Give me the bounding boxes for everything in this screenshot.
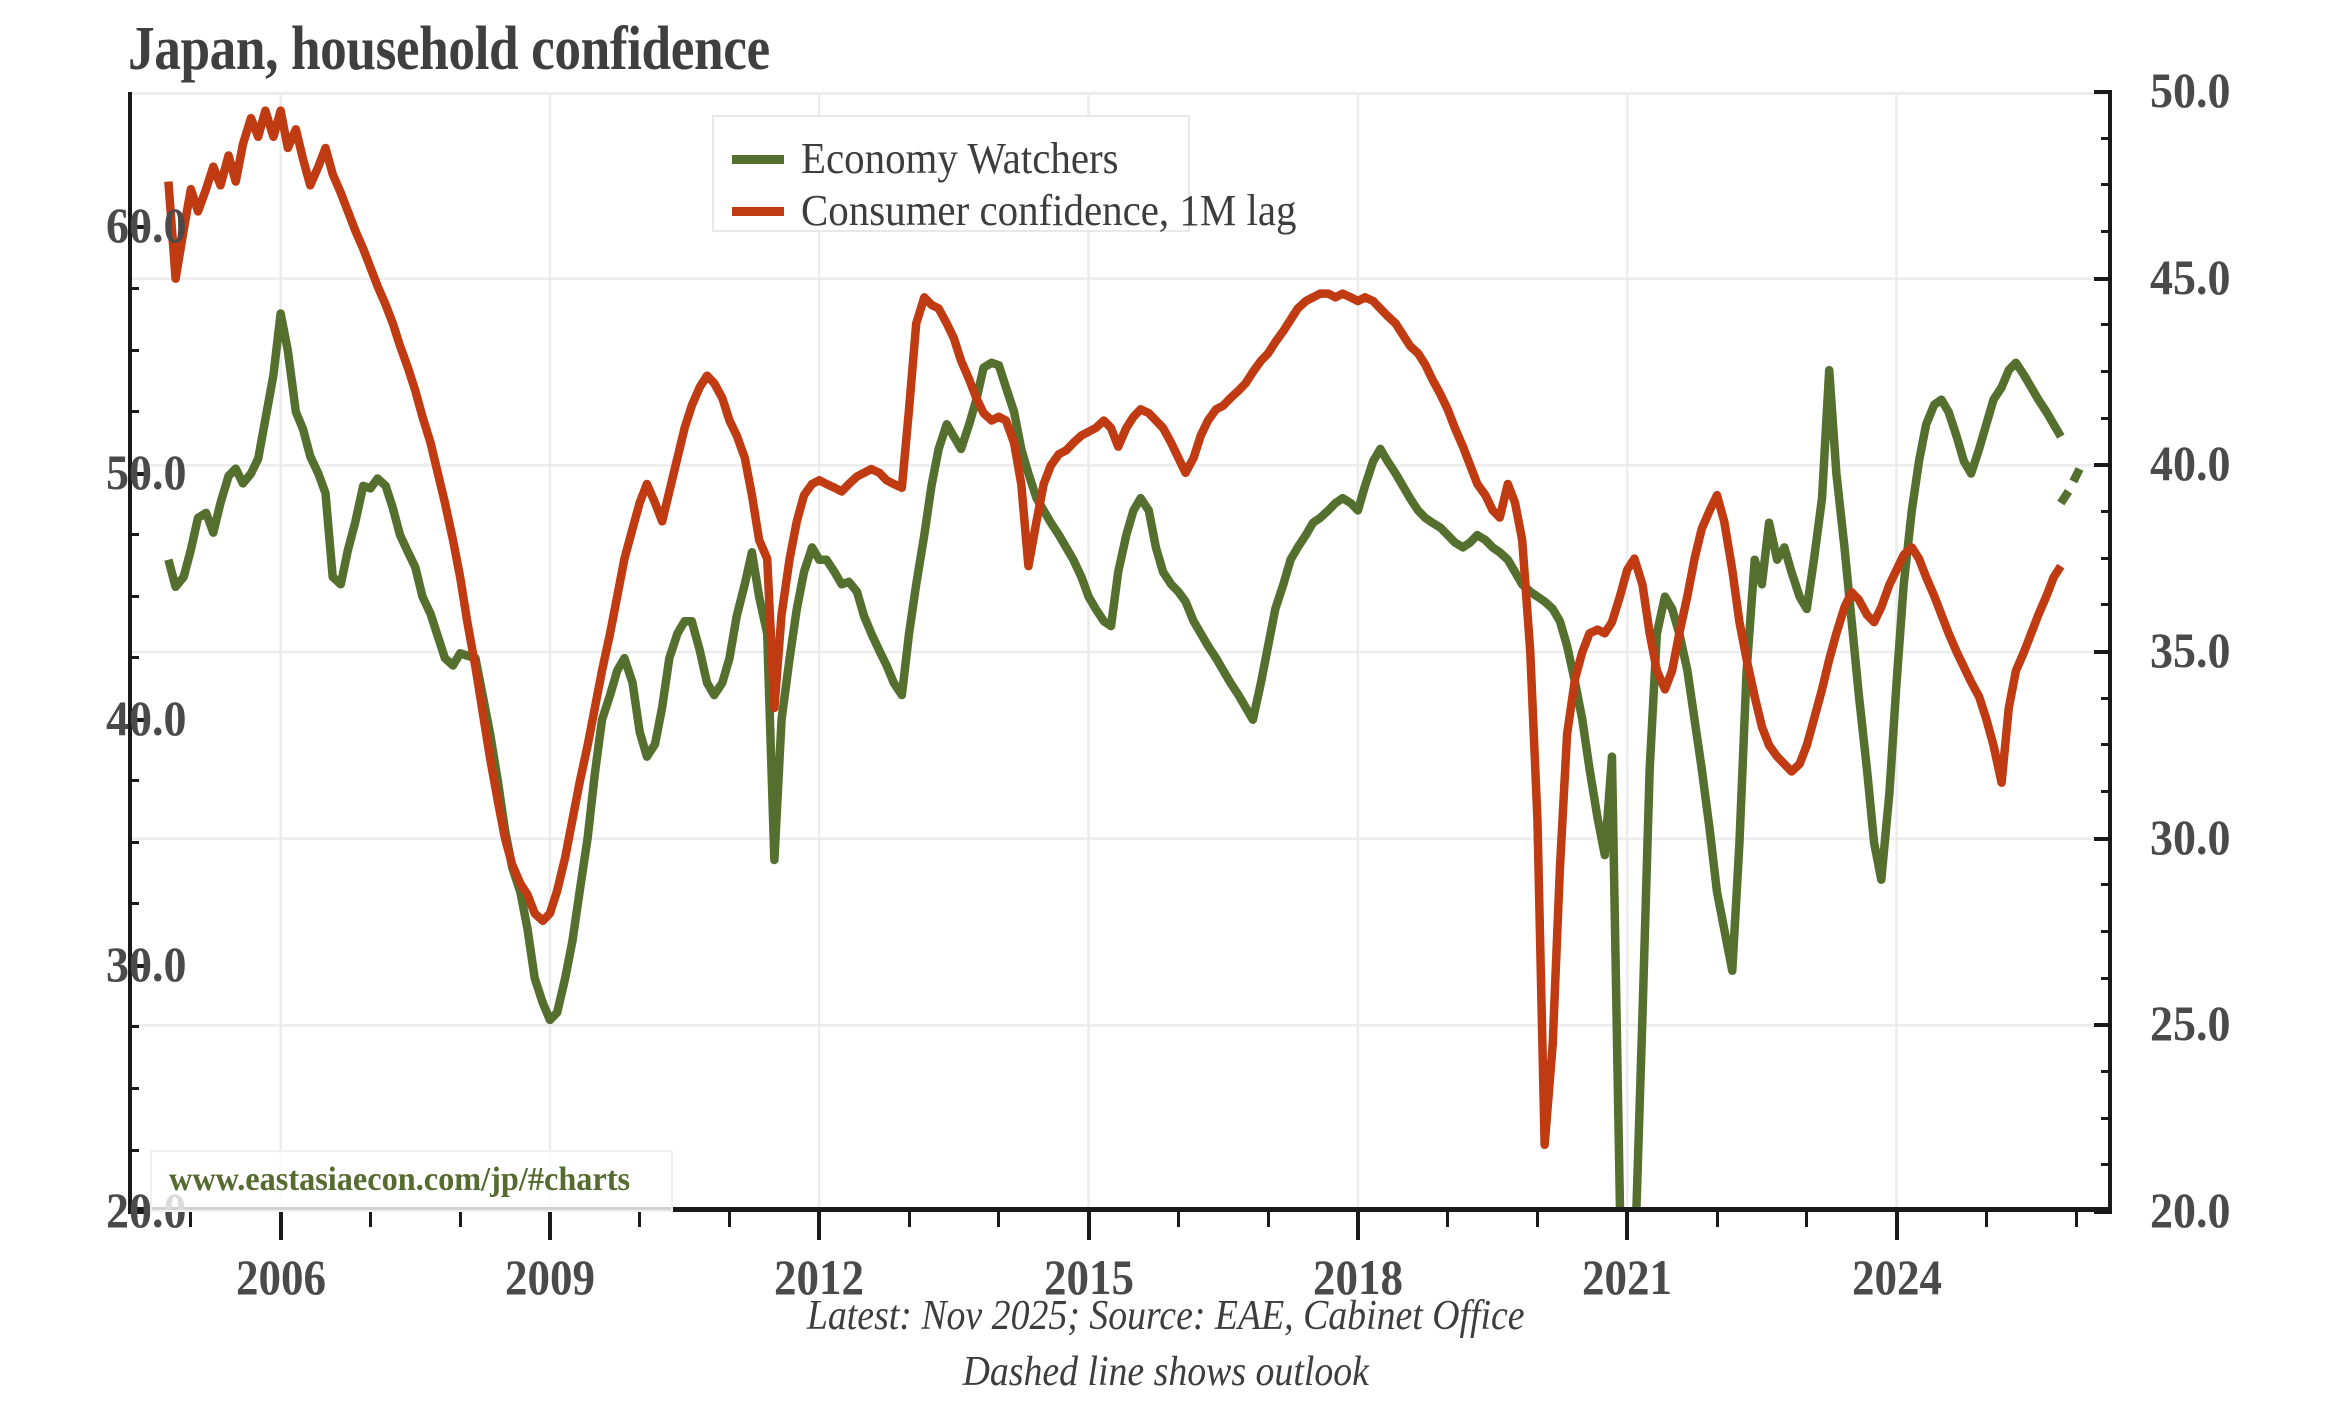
y-axis-left-tick-label: 60.0 [105, 197, 187, 254]
footer-source-line: Latest: Nov 2025; Source: EAE, Cabinet O… [0, 1292, 2332, 1340]
legend-swatch-economy-watchers [732, 154, 784, 164]
y-axis-right-tick-label: 45.0 [2150, 248, 2231, 305]
y-axis-right-tick-label: 50.0 [2150, 62, 2231, 118]
x-axis-tick-label: 2006 [235, 1249, 326, 1305]
legend-item-consumer-confidence[interactable]: Consumer confidence, 1M lag [732, 185, 1296, 237]
y-axis-right-tick-label: 40.0 [2150, 435, 2231, 492]
gridlines [128, 92, 2112, 1212]
y-axis-right-tick-label: 30.0 [2150, 808, 2231, 865]
page-title: Japan, household confidence [128, 15, 770, 83]
legend-item-economy-watchers[interactable]: Economy Watchers [732, 133, 1170, 185]
legend-label-consumer-confidence: Consumer confidence, 1M lag [801, 186, 1297, 235]
plot-inner [128, 92, 2112, 1212]
watermark-box: www.eastasiaecon.com/jp/#charts [150, 1150, 674, 1212]
plot-area [128, 90, 2112, 1240]
y-axis-left-tick-label: 40.0 [105, 689, 187, 746]
x-axis-tick-label: 2012 [774, 1249, 865, 1305]
legend-swatch-consumer-confidence [732, 206, 784, 216]
footer-source-text: Latest: Nov 2025; Source: EAE, Cabinet O… [807, 1293, 1525, 1339]
watermark-url: www.eastasiaecon.com/jp/#charts [169, 1161, 631, 1198]
series-lines [164, 106, 2088, 1212]
x-axis-line [128, 1207, 2112, 1212]
footer-note-line: Dashed line shows outlook [0, 1348, 2332, 1396]
footer-note-text: Dashed line shows outlook [962, 1349, 1370, 1395]
x-axis-tick-label: 2021 [1582, 1249, 1673, 1305]
x-axis-tick-label: 2024 [1851, 1249, 1942, 1305]
y-axis-right-tick-label: 25.0 [2150, 995, 2231, 1052]
y-axis-left-tick-label: 30.0 [105, 935, 187, 992]
y-axis-left-tick-label: 50.0 [105, 443, 187, 500]
plot-spine-left [128, 92, 132, 1212]
x-axis-tick-label: 2018 [1312, 1249, 1403, 1305]
plot-spine-top [128, 92, 2112, 95]
legend-label-economy-watchers: Economy Watchers [801, 134, 1119, 183]
legend: Economy Watchers Consumer confidence, 1M… [712, 115, 1296, 233]
x-axis-tick-label: 2015 [1043, 1249, 1134, 1305]
x-axis-tick-label: 2009 [504, 1249, 595, 1305]
y-axis-right-tick-label: 20.0 [2150, 1182, 2231, 1238]
y-axis-right-tick-label: 35.0 [2150, 622, 2231, 678]
